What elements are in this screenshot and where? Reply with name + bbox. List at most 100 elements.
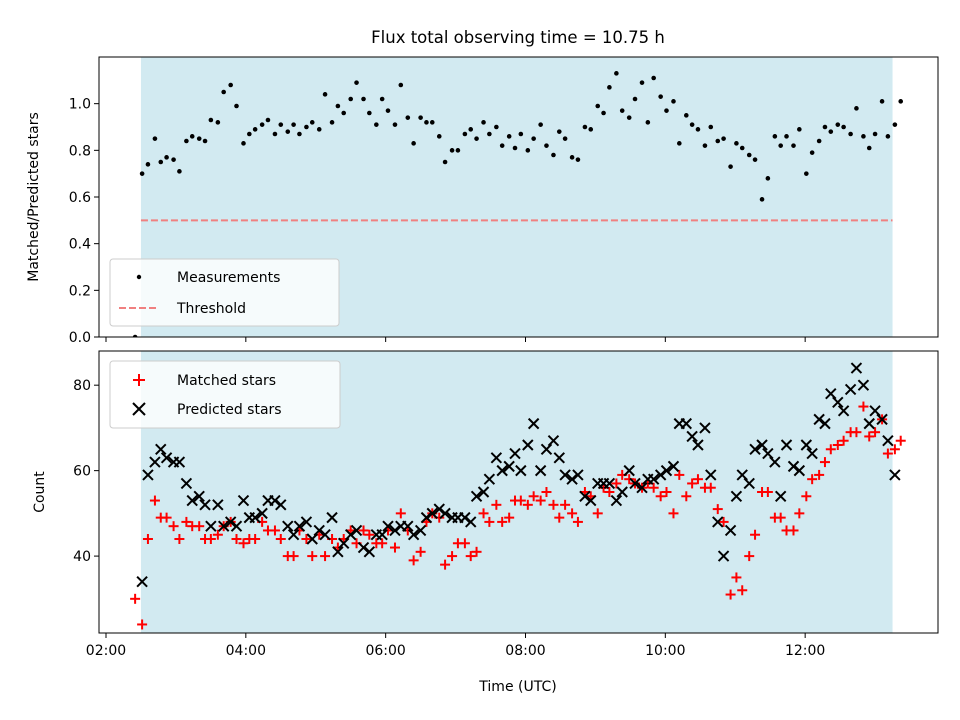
measurement-point [715, 138, 721, 144]
predicted-star-point [780, 439, 793, 451]
measurement-point [804, 171, 809, 176]
matched-star-point [250, 534, 261, 544]
measurement-point [304, 124, 309, 130]
matched-star-point [731, 572, 742, 583]
matched-star-point [554, 512, 565, 523]
matched-star-point [130, 593, 141, 604]
matched-star-point [358, 525, 369, 536]
measurement-point [385, 108, 391, 113]
matched-star-point [572, 516, 583, 527]
measurement-point [828, 129, 834, 134]
measurement-point [677, 141, 682, 146]
measurement-point [272, 131, 278, 137]
measurement-point [841, 124, 846, 130]
predicted-star-point [863, 417, 875, 430]
measurement-point [614, 71, 619, 76]
predicted-star-point [199, 499, 211, 511]
matched-star-point [478, 508, 489, 519]
matched-star-point [819, 457, 830, 468]
measurement-point [184, 138, 189, 144]
matched-star-point [718, 516, 729, 527]
measurement-point [202, 138, 208, 144]
measurement-point [562, 136, 568, 141]
predicted-star-point [275, 499, 287, 511]
measurement-point [341, 110, 347, 116]
predicted-star-point [825, 388, 837, 400]
x-tick-label: 10:00 [645, 643, 685, 659]
matched-star-point [882, 448, 893, 459]
predicted-star-point [800, 439, 813, 451]
predicted-star-point [155, 443, 167, 455]
matched-star-point [395, 508, 406, 519]
measurement-point [354, 80, 359, 85]
matched-star-point [794, 508, 805, 519]
predicted-star-point [515, 464, 527, 477]
matched-star-point [668, 508, 679, 519]
matched-star-point [491, 499, 502, 510]
x-axis-label: Time (UTC) [478, 679, 556, 695]
matched-star-point [788, 525, 799, 536]
measurement-point [499, 143, 505, 148]
measurement-point [234, 103, 239, 109]
predicted-star-point [806, 447, 818, 460]
legend-threshold-label: Threshold [176, 301, 246, 317]
matched-star-point [611, 478, 622, 489]
predicted-star-point [282, 520, 294, 532]
matched-star-point [320, 551, 331, 562]
predicted-star-point [180, 477, 193, 490]
measurement-point [322, 92, 328, 97]
predicted-star-point [585, 494, 597, 507]
predicted-star-point [787, 460, 800, 473]
predicted-star-point [756, 439, 768, 451]
predicted-star-point [566, 473, 578, 485]
matched-star-point [737, 585, 748, 596]
predicted-star-point [654, 469, 667, 481]
matched-star-point [377, 538, 388, 549]
measurement-point [424, 120, 429, 125]
measurement-point [809, 150, 815, 155]
predicted-star-point [667, 460, 680, 473]
predicted-star-point [212, 499, 224, 511]
measurement-point [784, 134, 789, 139]
measurement-point [291, 122, 296, 127]
predicted-star-point [477, 486, 490, 498]
measurement-point [411, 141, 416, 146]
matched-star-point [504, 512, 515, 523]
measurement-point [361, 96, 366, 102]
predicted-star-point [193, 490, 205, 502]
measurement-point [196, 136, 202, 141]
measurement-point [367, 110, 372, 116]
y-tick-label: 0.0 [69, 330, 91, 346]
matched-star-point [604, 487, 615, 497]
predicted-star-point [414, 524, 427, 537]
measurement-point [252, 127, 258, 132]
matched-star-point [762, 487, 773, 497]
measurement-point [721, 136, 726, 141]
predicted-star-point [205, 520, 217, 532]
matched-star-point [459, 538, 470, 549]
matched-star-point [692, 474, 703, 485]
predicted-star-point [572, 469, 584, 481]
measurement-point [158, 159, 164, 165]
predicted-star-point [326, 511, 338, 524]
predicted-star-point [603, 477, 616, 490]
legend-predicted-marker [132, 402, 146, 416]
predicted-star-point [813, 413, 825, 426]
predicted-star-point [420, 511, 433, 524]
measurement-point [152, 136, 158, 141]
measurement-point [556, 129, 562, 134]
measurement-point [879, 99, 885, 104]
matched-star-point [541, 487, 552, 497]
matched-star-point [851, 427, 862, 438]
predicted-star-point [338, 537, 350, 549]
matched-star-point [484, 516, 495, 527]
matched-star-point [364, 529, 375, 540]
predicted-star-point [389, 524, 401, 537]
predicted-star-point [623, 464, 635, 477]
measurement-point [374, 122, 379, 127]
measurement-point [481, 120, 486, 125]
predicted-star-point [527, 417, 540, 430]
matched-star-point [681, 491, 692, 502]
measurement-point [702, 143, 708, 148]
measurement-point [418, 115, 423, 120]
